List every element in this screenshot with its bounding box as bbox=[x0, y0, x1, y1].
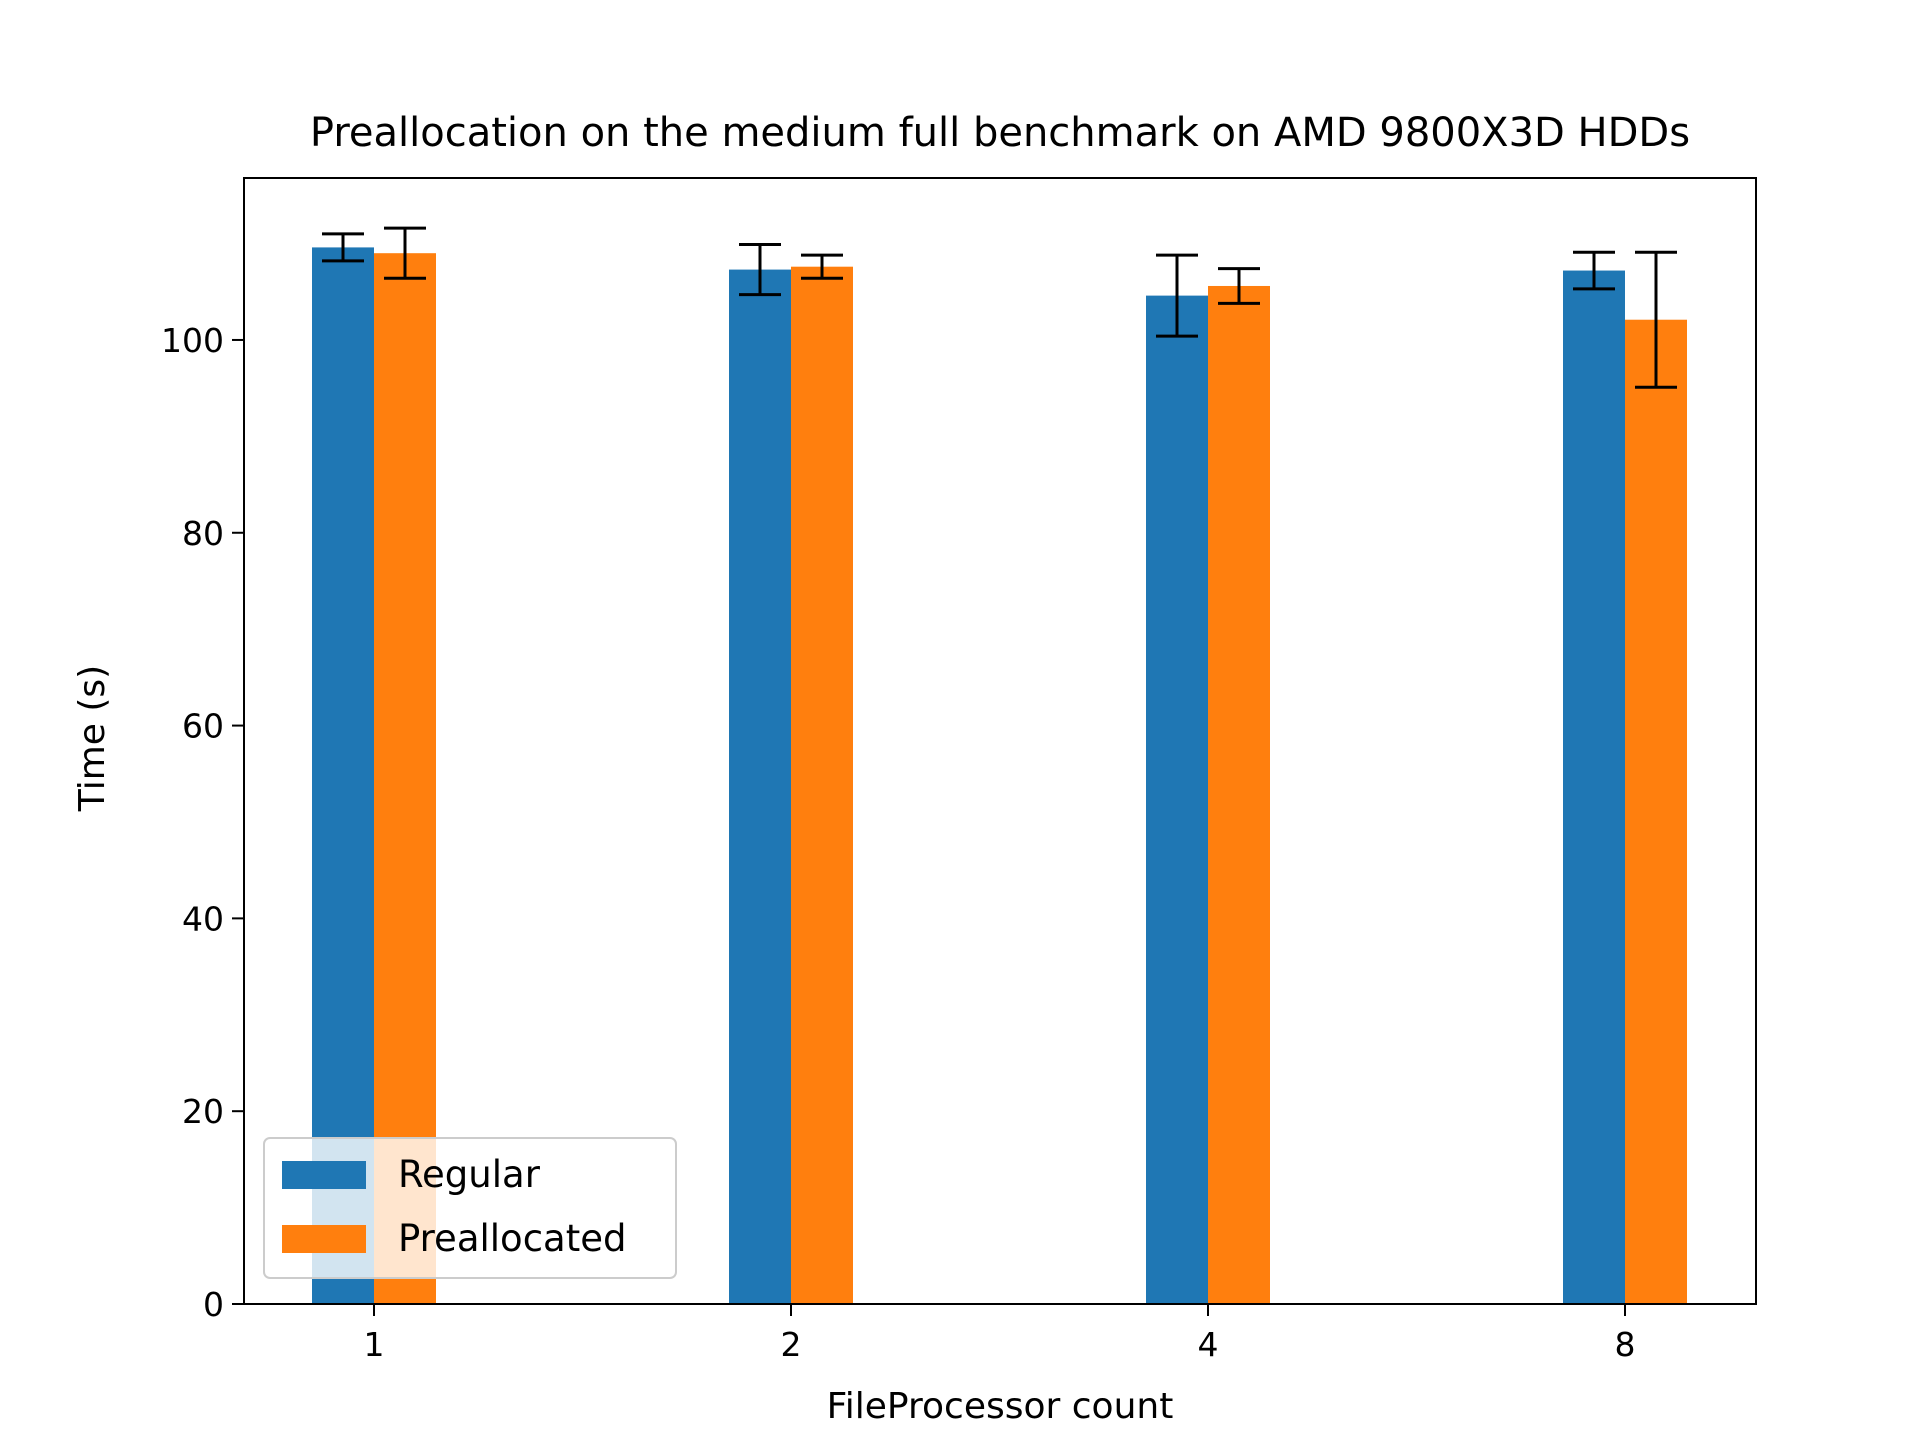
y-tick-label: 100 bbox=[161, 321, 224, 360]
legend-swatch-preallocated bbox=[282, 1225, 366, 1253]
x-tick-label: 2 bbox=[781, 1325, 802, 1364]
y-tick-label: 40 bbox=[182, 899, 224, 938]
legend-label-regular: Regular bbox=[398, 1153, 541, 1196]
bar-regular bbox=[312, 247, 374, 1304]
legend-label-preallocated: Preallocated bbox=[398, 1217, 626, 1260]
y-tick-label: 80 bbox=[182, 514, 224, 553]
bar-preallocated bbox=[1625, 319, 1687, 1304]
plot-area-frame bbox=[243, 177, 1757, 1305]
error-bars-layer bbox=[322, 226, 1677, 389]
bar-regular bbox=[1146, 295, 1208, 1304]
x-axis: 1 2 4 8 bbox=[364, 1304, 1636, 1364]
y-tick-label: 0 bbox=[203, 1285, 224, 1324]
x-tick-label: 8 bbox=[1615, 1325, 1636, 1364]
legend-swatch-regular bbox=[282, 1161, 366, 1189]
bar-preallocated bbox=[791, 266, 853, 1304]
chart-title: Preallocation on the medium full benchma… bbox=[310, 110, 1690, 156]
bars-layer bbox=[312, 247, 1687, 1305]
legend-box bbox=[263, 1137, 677, 1279]
legend: Regular Preallocated bbox=[263, 1137, 677, 1279]
x-axis-label: FileProcessor count bbox=[827, 1386, 1174, 1427]
bar-preallocated bbox=[374, 253, 436, 1305]
bar-regular bbox=[729, 269, 791, 1305]
y-axis: 0 20 40 60 80 100 bbox=[161, 321, 244, 1324]
bar-preallocated bbox=[1208, 285, 1270, 1304]
y-tick-label: 60 bbox=[182, 707, 224, 746]
y-axis-label: Time (s) bbox=[72, 665, 113, 812]
x-tick-label: 4 bbox=[1198, 1325, 1219, 1364]
bar-regular bbox=[1563, 270, 1625, 1304]
y-tick-label: 20 bbox=[182, 1092, 224, 1131]
x-tick-label: 1 bbox=[364, 1325, 385, 1364]
